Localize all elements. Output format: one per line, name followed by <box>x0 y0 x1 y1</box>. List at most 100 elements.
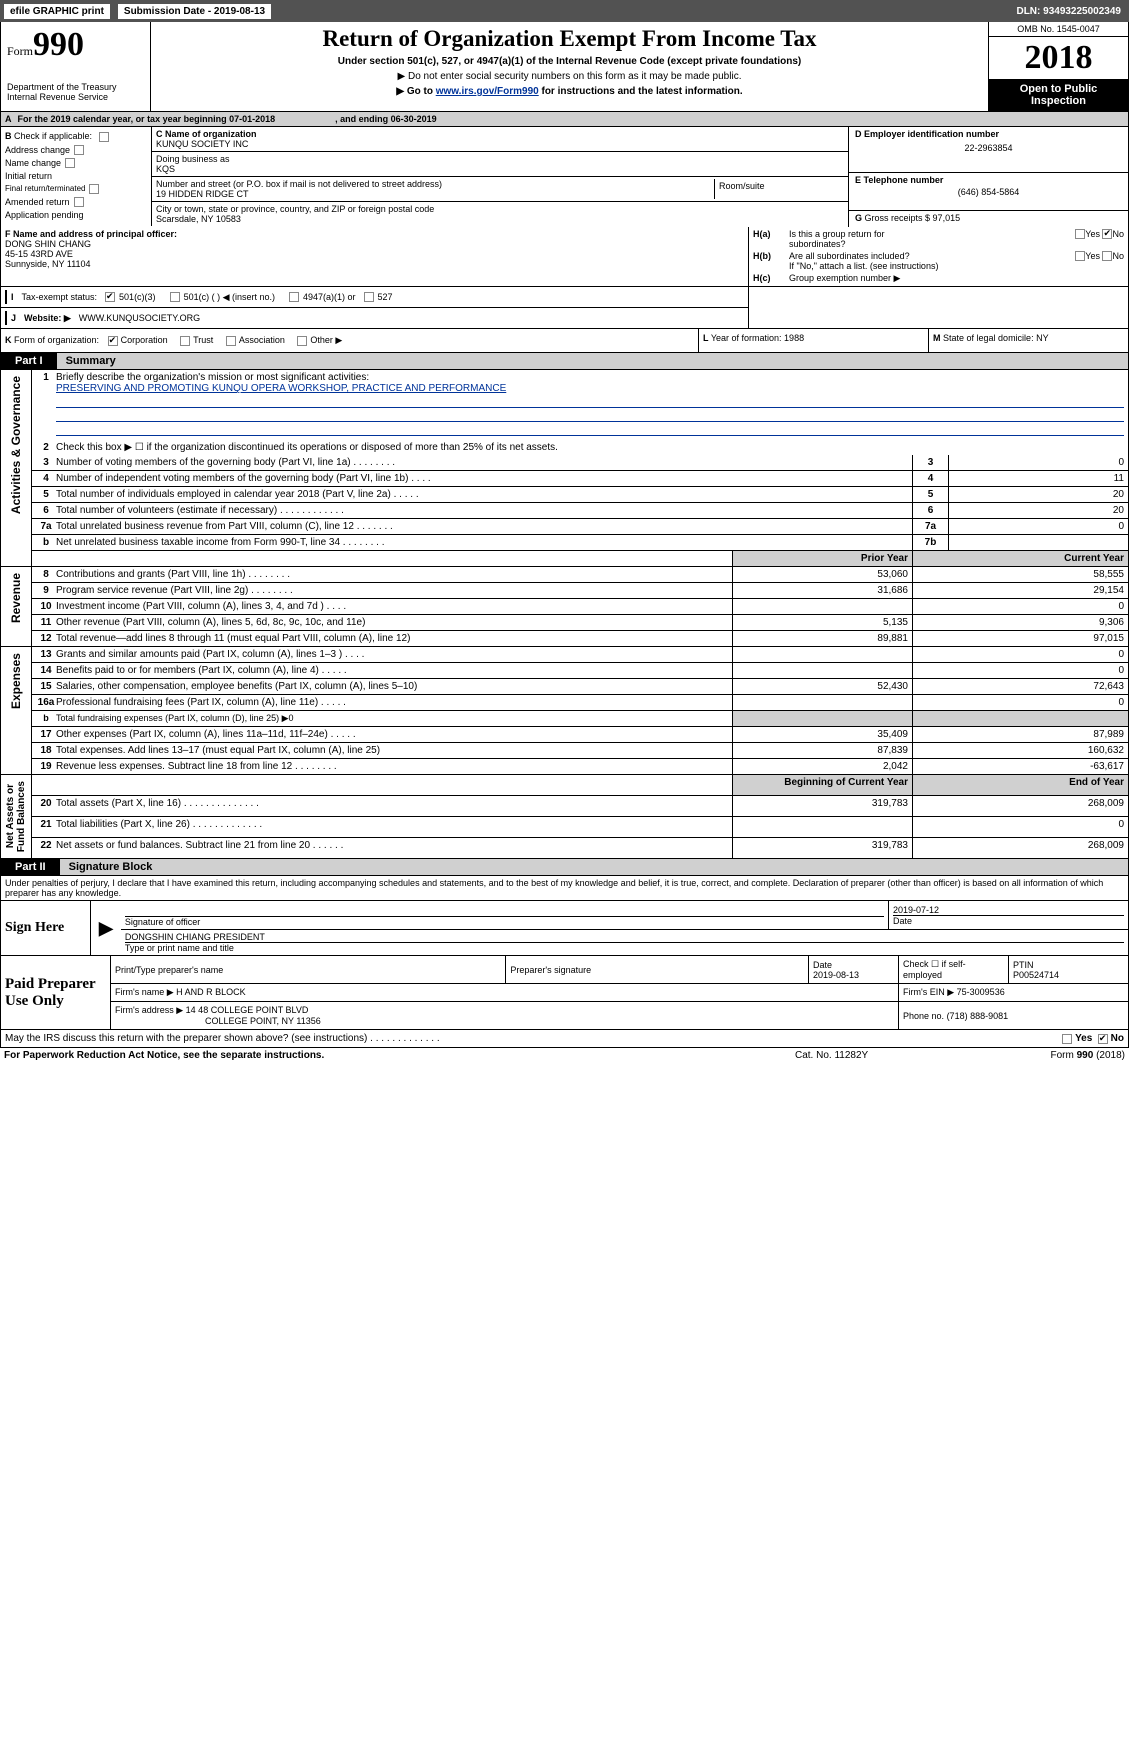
cb-discuss-no-icon[interactable] <box>1098 1034 1108 1044</box>
part-2-header: Part II Signature Block <box>0 859 1129 876</box>
discuss-row: May the IRS discuss this return with the… <box>0 1030 1129 1048</box>
cb-527-icon[interactable] <box>364 292 374 302</box>
firm-name-val: H AND R BLOCK <box>176 987 246 997</box>
prep-date-cell: Date2019-08-13 <box>809 956 899 984</box>
cb-final-icon[interactable] <box>89 184 99 194</box>
subtitle-3: ▶ Go to www.irs.gov/Form990 for instruct… <box>155 86 984 97</box>
submission-label: Submission Date - <box>124 6 214 17</box>
l13-text: Grants and similar amounts paid (Part IX… <box>56 649 364 660</box>
spacer-hdr-2 <box>32 775 733 796</box>
box-5: 5 <box>913 487 949 503</box>
side-exp: Expenses <box>1 647 32 775</box>
c-22: 268,009 <box>913 838 1129 859</box>
firm-name-lbl: Firm's name ▶ <box>115 987 174 997</box>
cb-assoc-icon[interactable] <box>226 336 236 346</box>
row-16b: bTotal fundraising expenses (Part IX, co… <box>1 711 1129 727</box>
firm-addr-cell: Firm's address ▶ 14 48 COLLEGE POINT BLV… <box>111 1002 899 1030</box>
l10-text: Investment income (Part VIII, column (A)… <box>56 601 346 612</box>
name-change-label: Name change <box>5 158 61 168</box>
prep-sig-hdr: Preparer's signature <box>506 956 809 984</box>
num-2: 2 <box>36 442 56 453</box>
row-13: Expenses13Grants and similar amounts pai… <box>1 647 1129 663</box>
arrow-icon: ▶ <box>95 918 117 938</box>
cb-501c3-icon[interactable] <box>105 292 115 302</box>
irs-link[interactable]: www.irs.gov/Form990 <box>436 86 539 97</box>
row-hdr-beg-end: Net Assets or Fund BalancesBeginning of … <box>1 775 1129 796</box>
opt-527: 527 <box>378 292 393 302</box>
sign-row-1: Sign Here ▶ Signature of officer 2019-07… <box>1 901 1129 930</box>
ptin-cell: PTINP00524714 <box>1009 956 1129 984</box>
num-21: 21 <box>36 819 56 830</box>
ptin-val: P00524714 <box>1013 970 1124 980</box>
cb-hb-no-icon[interactable] <box>1102 251 1112 261</box>
dba-label: Doing business as <box>156 154 844 164</box>
label-k: K <box>5 335 12 345</box>
c-10: 0 <box>913 599 1129 615</box>
cb-addr-icon[interactable] <box>74 145 84 155</box>
ha-text: Is this a group return for subordinates? <box>789 229 1075 249</box>
omb-no: OMB No. 1545-0047 <box>989 22 1128 37</box>
side-exp-label: Expenses <box>5 649 27 713</box>
l5-text: Total number of individuals employed in … <box>56 489 419 500</box>
cb-name-icon[interactable] <box>65 158 75 168</box>
cb-discuss-yes-icon[interactable] <box>1062 1034 1072 1044</box>
cb-ha-no-icon[interactable] <box>1102 229 1112 239</box>
sig-cell: Signature of officer <box>121 901 889 930</box>
cell-d-ein: D Employer identification number 22-2963… <box>849 127 1128 159</box>
num-14: 14 <box>36 665 56 676</box>
num-8: 8 <box>36 569 56 580</box>
cb-other-icon[interactable] <box>297 336 307 346</box>
h-cell: H(a) Is this a group return for subordin… <box>748 227 1128 287</box>
c-20: 268,009 <box>913 796 1129 817</box>
dln: DLN: 93493225002349 <box>1016 6 1129 17</box>
num-15: 15 <box>36 681 56 692</box>
cb-name-change: Name change <box>5 158 147 168</box>
f-cell: F Name and address of principal officer:… <box>1 227 748 287</box>
side-bal-label: Net Assets or Fund Balances <box>5 777 27 856</box>
phone-lbl: Phone no. <box>903 1011 944 1021</box>
room-label: Room/suite <box>719 181 840 191</box>
cb-4947-icon[interactable] <box>289 292 299 302</box>
date-cell: 2019-07-12 Date <box>889 901 1129 930</box>
cb-pending: Application pending <box>5 210 147 220</box>
firm-addr-val: 14 48 COLLEGE POINT BLVD <box>186 1005 309 1015</box>
prep-date-hdr: Date <box>813 960 894 970</box>
cb-amended-icon[interactable] <box>74 197 84 207</box>
sign-row-2: DONGSHIN CHIANG PRESIDENT Type or print … <box>1 930 1129 956</box>
summary-table: Activities & Governance 1Briefly describ… <box>0 370 1129 859</box>
cb-hb-yes-icon[interactable] <box>1075 251 1085 261</box>
c-11: 9,306 <box>913 615 1129 631</box>
tax-year: 2018 <box>989 37 1128 79</box>
side-rev-label: Revenue <box>5 569 27 627</box>
initial-label: Initial return <box>5 171 52 181</box>
l7a-text: Total unrelated business revenue from Pa… <box>56 521 393 532</box>
l8-text: Contributions and grants (Part VIII, lin… <box>56 569 290 580</box>
firm-ein-cell: Firm's EIN ▶ 75-3009536 <box>899 984 1129 1002</box>
vline-i <box>5 290 7 304</box>
form-word: Form <box>7 44 33 58</box>
room-cell: Room/suite <box>714 179 844 199</box>
c-14: 0 <box>913 663 1129 679</box>
side-ag-label: Activities & Governance <box>5 372 27 518</box>
cb-ha-yes-icon[interactable] <box>1075 229 1085 239</box>
self-emp-cell: Check ☐ if self-employed <box>899 956 1009 984</box>
p-20: 319,783 <box>733 796 913 817</box>
form-header: Form990 Department of the Treasury Inter… <box>0 22 1129 112</box>
row-22: 22Net assets or fund balances. Subtract … <box>1 838 1129 859</box>
num-5: 5 <box>36 489 56 500</box>
checkbox-icon[interactable] <box>99 132 109 142</box>
cb-trust-icon[interactable] <box>180 336 190 346</box>
l19-text: Revenue less expenses. Subtract line 18 … <box>56 761 337 772</box>
num-16b: b <box>36 713 56 724</box>
row-3: 3Number of voting members of the governi… <box>1 455 1129 471</box>
l16a-text: Professional fundraising fees (Part IX, … <box>56 697 346 708</box>
cb-corp-icon[interactable] <box>108 336 118 346</box>
footer-mid: Cat. No. 11282Y <box>795 1050 975 1061</box>
form-num: 990 <box>33 26 84 63</box>
p-15: 52,430 <box>733 679 913 695</box>
num-22: 22 <box>36 840 56 851</box>
cb-501c-icon[interactable] <box>170 292 180 302</box>
p-17: 35,409 <box>733 727 913 743</box>
c-17: 87,989 <box>913 727 1129 743</box>
vline-j <box>5 311 7 325</box>
